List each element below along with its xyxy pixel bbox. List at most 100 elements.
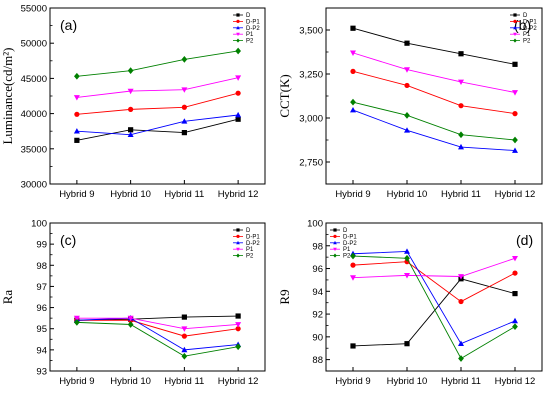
y-tick-label: 40000 bbox=[21, 109, 47, 120]
x-tick-label: Hybrid 12 bbox=[495, 376, 536, 387]
data-point-P1 bbox=[181, 87, 188, 93]
x-tick-label: Hybrid 11 bbox=[164, 376, 204, 387]
legend-entry: P1 bbox=[523, 32, 531, 38]
data-point-D-P1 bbox=[235, 90, 241, 96]
panel-c: 93 94 95 96 97 98 99 100 Hybrid 9 Hybrid 10 Hybrid… bbox=[0, 219, 266, 387]
legend-entry: D-P1 bbox=[246, 19, 260, 25]
series-line-P2 bbox=[352, 101, 516, 141]
data-point-D bbox=[512, 290, 518, 297]
series-line-D-P2 bbox=[76, 317, 239, 351]
x-tick-label: Hybrid 12 bbox=[218, 376, 259, 387]
data-point-D-P1 bbox=[512, 111, 518, 117]
y-tick-label: 3,000 bbox=[299, 114, 323, 125]
y-tick-label: 3,250 bbox=[299, 70, 323, 81]
y-tick-label: 3,500 bbox=[299, 26, 323, 37]
data-point-P1 bbox=[458, 79, 464, 86]
data-point-D-P1 bbox=[128, 106, 134, 112]
plot-frame bbox=[49, 7, 266, 185]
data-point-D-P2 bbox=[181, 118, 188, 124]
legend-marker bbox=[236, 13, 240, 17]
y-axis-title: CCT(K) bbox=[277, 74, 292, 117]
data-point-D bbox=[404, 40, 410, 46]
legend-marker bbox=[236, 38, 240, 43]
series-line-D bbox=[352, 27, 516, 65]
y-tick-label: 55000 bbox=[21, 4, 47, 15]
y-axis-title: Ra bbox=[0, 290, 15, 305]
legend-entry: D-P1 bbox=[343, 234, 357, 240]
legend-marker bbox=[333, 228, 337, 232]
data-point-P2 bbox=[74, 318, 80, 326]
panel-d: 88 90 92 94 96 98 100 Hybrid 9 Hybrid 10 Hybrid 1… bbox=[277, 219, 543, 387]
series-line-D bbox=[352, 278, 516, 347]
data-point-P2 bbox=[127, 321, 134, 328]
data-point-D-P1 bbox=[458, 298, 464, 305]
legend-entry: D-P2 bbox=[343, 241, 357, 247]
data-point-D bbox=[404, 341, 410, 347]
legend-entry: D-P2 bbox=[246, 241, 260, 247]
data-point-D-P2 bbox=[458, 340, 464, 347]
y-axis-title: Luminance(cd/m²) bbox=[0, 47, 15, 144]
data-point-P2 bbox=[235, 343, 241, 351]
series-line-D-P1 bbox=[352, 70, 516, 115]
legend-entry: D bbox=[343, 228, 348, 234]
data-point-P2 bbox=[235, 47, 241, 55]
data-point-P1 bbox=[404, 273, 410, 279]
data-point-D-P2 bbox=[235, 111, 242, 118]
x-tick-label: Hybrid 11 bbox=[164, 189, 204, 200]
data-point-D-P2 bbox=[127, 131, 134, 138]
legend-marker bbox=[236, 253, 240, 258]
series-line-P2 bbox=[352, 255, 516, 360]
legend-entry: P2 bbox=[246, 39, 254, 45]
series-line-P1 bbox=[76, 317, 239, 330]
legend-marker bbox=[236, 234, 240, 238]
data-point-P2 bbox=[458, 355, 464, 362]
data-point-P2 bbox=[181, 56, 188, 63]
x-tick-label: Hybrid 11 bbox=[441, 376, 481, 387]
panel-label: (a) bbox=[60, 17, 77, 33]
data-point-P1 bbox=[512, 90, 518, 96]
legend-marker bbox=[333, 240, 337, 245]
data-point-P2 bbox=[404, 111, 410, 119]
y-tick-label: 100 bbox=[31, 219, 47, 230]
data-point-D-P2 bbox=[73, 128, 80, 134]
series-line-D-P2 bbox=[352, 251, 516, 345]
y-tick-label: 95 bbox=[36, 324, 47, 335]
data-point-P1 bbox=[235, 75, 242, 81]
series-line-D-P1 bbox=[76, 92, 239, 115]
y-tick-label: 35000 bbox=[21, 144, 47, 155]
data-point-D-P2 bbox=[404, 127, 410, 133]
legend-marker bbox=[513, 32, 517, 37]
data-point-P2 bbox=[74, 72, 80, 80]
y-tick-label: 96 bbox=[312, 264, 323, 275]
y-tick-label: 97 bbox=[36, 282, 47, 293]
x-tick-label: Hybrid 9 bbox=[59, 376, 94, 387]
data-point-P2 bbox=[350, 98, 356, 106]
data-point-D-P2 bbox=[404, 248, 410, 254]
series-line-P2 bbox=[76, 50, 239, 77]
legend-marker bbox=[333, 234, 337, 238]
data-point-D-P2 bbox=[350, 106, 356, 113]
x-tick-label: Hybrid 9 bbox=[335, 189, 370, 200]
data-point-P2 bbox=[181, 352, 188, 360]
data-point-D-P1 bbox=[458, 103, 464, 109]
legend-entry: D bbox=[246, 228, 251, 234]
data-point-D bbox=[458, 51, 464, 57]
series-line-P1 bbox=[352, 257, 516, 279]
legend-marker bbox=[513, 13, 517, 17]
y-tick-label: 99 bbox=[36, 240, 47, 251]
data-point-D-P1 bbox=[181, 104, 187, 110]
x-tick-label: Hybrid 10 bbox=[110, 376, 151, 387]
x-tick-label: Hybrid 12 bbox=[495, 189, 536, 200]
data-point-P2 bbox=[458, 131, 464, 139]
data-point-P1 bbox=[512, 255, 518, 262]
y-tick-label: 92 bbox=[312, 310, 323, 321]
x-tick-label: Hybrid 9 bbox=[59, 189, 94, 200]
data-point-P1 bbox=[350, 50, 356, 56]
data-point-D bbox=[181, 314, 187, 320]
legend-marker bbox=[513, 25, 517, 30]
legend-entry: P2 bbox=[523, 39, 531, 45]
